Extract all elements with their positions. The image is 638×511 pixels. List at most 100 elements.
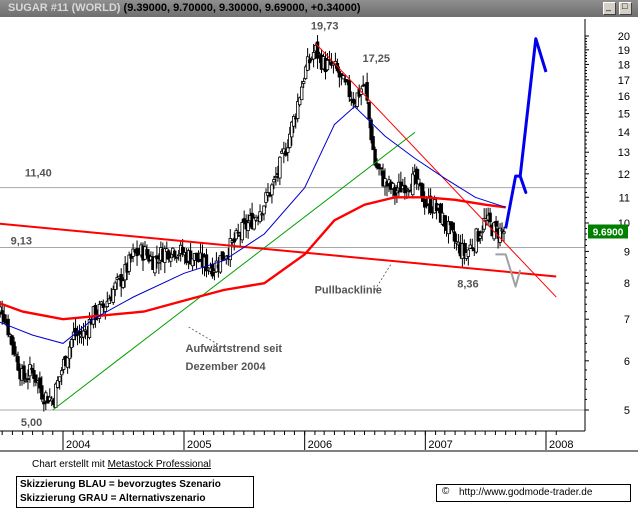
candle-body-12: [14, 353, 18, 356]
annotation-1: 17,25: [363, 53, 391, 65]
candle-body-158: [303, 66, 308, 79]
trendline-0: [52, 131, 416, 411]
candle-body-142: [272, 179, 276, 183]
candle-body-247: [480, 231, 484, 234]
candle-body-176: [339, 73, 344, 77]
candle-body-17: [24, 380, 28, 383]
metastock-link[interactable]: Metastock Professional: [107, 459, 211, 470]
x-tick-label-2008: 2008: [549, 439, 573, 451]
x-tick-label-2006: 2006: [308, 439, 332, 451]
candle-body-238: [462, 242, 467, 256]
candle-body-93: [175, 257, 179, 259]
candle-body-150: [288, 133, 292, 148]
candle-body-136: [260, 213, 264, 216]
candle-body-191: [369, 119, 373, 141]
candle-body-49: [87, 319, 92, 339]
candle-body-248: [482, 218, 486, 230]
y-tick-label-6: 6: [624, 356, 630, 368]
candle-body-180: [347, 80, 351, 98]
candle-body-11: [12, 341, 16, 355]
candle-body-132: [252, 217, 256, 230]
minimize-icon: _: [606, 1, 612, 11]
y-tick-label-12: 12: [618, 169, 630, 181]
y-tick-label-16: 16: [618, 91, 630, 103]
pullback-pointer: [374, 263, 392, 291]
candle-body-155: [298, 97, 302, 106]
candle-body-104: [196, 258, 201, 263]
candle-body-156: [299, 86, 304, 101]
candle-body-256: [498, 227, 502, 243]
candle-body-221: [428, 195, 433, 214]
candle-body-151: [290, 121, 294, 138]
candle-body-124: [236, 231, 240, 234]
candle-body-56: [101, 303, 106, 309]
candle-body-219: [424, 203, 429, 207]
candle-body-187: [361, 84, 365, 87]
x-tick-label-2004: 2004: [66, 439, 90, 451]
candle-body-92: [173, 250, 177, 258]
candle-body-159: [305, 56, 310, 71]
candle-body-232: [450, 222, 455, 231]
candle-body-62: [113, 282, 117, 290]
annotation-4: 8,36: [457, 278, 478, 290]
candle-body-43: [75, 333, 80, 336]
candle-body-108: [204, 254, 209, 272]
y-tick-label-18: 18: [618, 59, 630, 71]
candle-body-57: [103, 306, 108, 312]
candle-body-209: [405, 188, 409, 190]
candle-body-195: [377, 163, 381, 169]
candle-body-165: [317, 53, 322, 56]
candle-body-59: [107, 298, 111, 304]
candle-body-258: [502, 231, 506, 234]
candle-body-61: [111, 288, 115, 303]
candle-body-96: [180, 246, 185, 255]
y-tick-label-11: 11: [619, 192, 630, 204]
moving-average-0: [0, 196, 506, 321]
candle-body-164: [315, 41, 320, 59]
candle-body-65: [119, 274, 123, 287]
candle-body-19: [28, 364, 32, 377]
annotation-layer: 19,73 17,25 11,40 9,13 8,36 5,00 Pullbacklinie…: [11, 21, 479, 429]
candle-body-116: [220, 251, 225, 261]
annotation-0: 19,73: [311, 21, 339, 33]
indicator-layer: [0, 37, 557, 411]
candle-body-135: [258, 211, 262, 223]
candle-body-40: [69, 339, 74, 349]
candle-body-162: [311, 52, 316, 60]
candle-body-34: [57, 376, 62, 382]
candle-body-83: [155, 255, 159, 260]
candle-body-44: [77, 330, 82, 335]
candle-body-193: [373, 148, 377, 166]
y-tick-label-15: 15: [618, 109, 630, 121]
candle-body-143: [274, 176, 278, 178]
candle-body-89: [167, 250, 171, 260]
candle-body-16: [22, 365, 26, 380]
candle-body-214: [415, 168, 419, 184]
chart-background: [0, 17, 638, 452]
candle-body-4: [0, 306, 2, 313]
maximize-button[interactable]: □: [619, 1, 632, 15]
candle-body-154: [296, 101, 300, 119]
candle-body-242: [470, 247, 474, 250]
annotation-6: Pullbacklinie: [315, 285, 382, 297]
candle-body-20: [30, 368, 34, 370]
candle-body-103: [194, 252, 199, 261]
candle-body-58: [105, 300, 109, 308]
candle-body-182: [351, 98, 355, 104]
source-url[interactable]: http://www.godmode-trader.de: [459, 487, 593, 498]
candle-body-145: [278, 156, 282, 179]
source-url-box[interactable]: © http://www.godmode-trader.de: [436, 484, 631, 502]
y-tick-label-20: 20: [618, 31, 630, 43]
candle-body-78: [145, 249, 149, 256]
candle-body-196: [379, 167, 383, 170]
candle-body-13: [16, 356, 20, 371]
candle-body-257: [500, 229, 504, 232]
candle-body-233: [452, 231, 457, 242]
x-tick-label-2007: 2007: [428, 439, 452, 451]
candle-body-101: [190, 258, 195, 267]
minimize-button[interactable]: _: [603, 1, 616, 15]
y-tick-label-13: 13: [618, 147, 630, 159]
y-tick-label-5: 5: [624, 405, 630, 417]
